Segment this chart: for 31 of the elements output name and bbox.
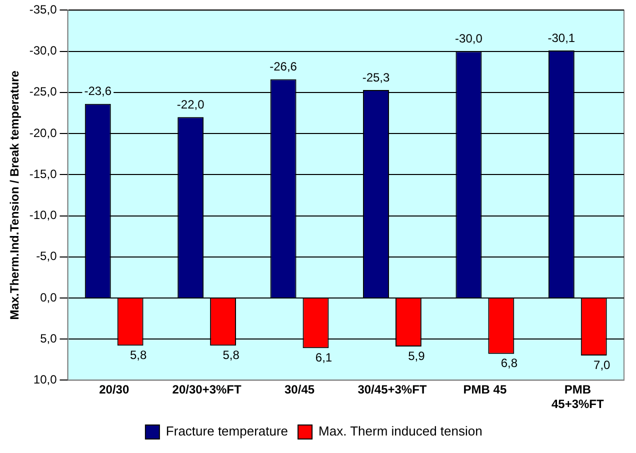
y-tick-label: -30,0 (29, 44, 58, 58)
data-label: -22,0 (176, 97, 205, 112)
y-tick-label: -25,0 (29, 84, 58, 99)
data-label: 5,8 (130, 348, 147, 362)
data-label: 6,8 (500, 356, 518, 370)
data-label: -30,1 (548, 30, 576, 45)
x-tick-label: PMB 45 (463, 382, 507, 397)
x-tick-label: PMB 45+3%FT (551, 382, 604, 412)
y-tick-label: -15,0 (29, 166, 58, 181)
data-label: -30,0 (455, 32, 483, 46)
y-tick-label: 5,0 (40, 331, 58, 346)
data-label: -25,3 (362, 70, 390, 84)
data-label: 5,8 (222, 348, 240, 362)
data-label: 5,9 (408, 348, 426, 363)
y-axis-title: Max.Therm.Ind.Tension / Break temperature (8, 70, 22, 320)
data-label: -26,6 (270, 60, 298, 74)
legend-label: Fracture temperature (166, 424, 288, 439)
y-tick-label: -20,0 (29, 126, 58, 140)
legend-label: Max. Therm induced tension (318, 424, 482, 439)
x-tick-label: 30/45+3%FT (358, 382, 428, 397)
x-tick-label: 20/30 (99, 382, 130, 397)
data-label: 6,1 (315, 350, 332, 364)
x-tick-label: 30/45 (284, 382, 315, 397)
y-tick-label: -5,0 (36, 249, 58, 264)
y-tick-label: 0,0 (40, 290, 58, 304)
y-tick-label: -10,0 (29, 208, 58, 222)
x-tick-label: 20/30+3%FT (172, 382, 242, 397)
data-label: -23,6 (84, 84, 112, 98)
y-tick-label: 10,0 (33, 372, 58, 387)
y-tick-label: -35,0 (29, 2, 58, 17)
data-label: 7,0 (594, 358, 611, 372)
